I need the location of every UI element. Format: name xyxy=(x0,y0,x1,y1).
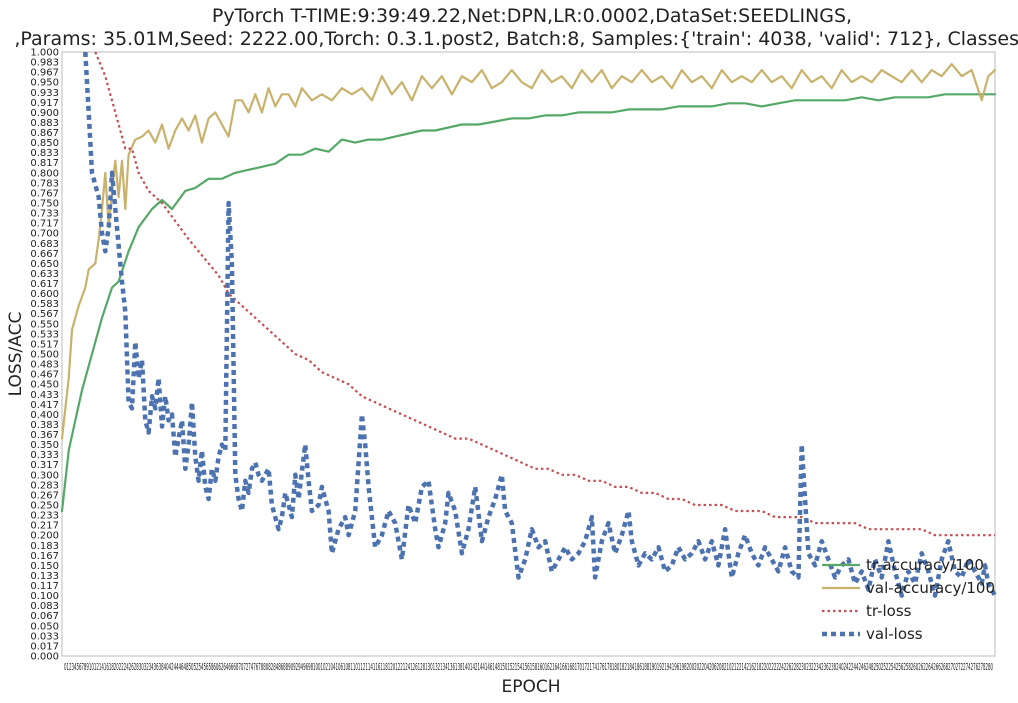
y-tick-label: 0.050 xyxy=(30,621,59,632)
y-tick-label: 0.217 xyxy=(30,521,59,532)
y-tick-label: 0.650 xyxy=(30,259,59,270)
y-tick-label: 0.433 xyxy=(30,390,59,401)
y-tick-label: 0.483 xyxy=(30,360,59,371)
chart-title-line-1: PyTorch T-TIME:9:39:49.22,Net:DPN,LR:0.0… xyxy=(212,5,852,27)
y-tick-label: 0.150 xyxy=(30,561,59,572)
y-tick-label: 0.167 xyxy=(30,551,59,562)
y-tick-label: 0.083 xyxy=(30,601,59,612)
series-line-val-accuracy-100 xyxy=(60,62,997,440)
y-tick-label: 0.833 xyxy=(30,148,59,159)
y-axis-label: LOSS/ACC xyxy=(6,312,26,397)
y-tick-label: 0.767 xyxy=(30,188,59,199)
series-line-val-loss xyxy=(83,51,997,598)
y-tick-label: 0.533 xyxy=(30,329,59,340)
legend-label: tr-accuracy/100 xyxy=(866,556,984,574)
legend-label: val-accuracy/100 xyxy=(866,579,995,597)
y-tick-label: 0.000 xyxy=(30,652,59,663)
y-tick-label: 0.967 xyxy=(30,68,59,79)
y-axis-ticks: 0.0000.0170.0330.0500.0670.0830.1000.117… xyxy=(30,48,59,663)
y-tick-label: 0.300 xyxy=(30,470,59,481)
y-tick-label: 0.100 xyxy=(30,591,59,602)
y-tick-label: 0.267 xyxy=(30,490,59,501)
y-tick-label: 0.683 xyxy=(30,239,59,250)
y-tick-label: 0.517 xyxy=(30,339,59,350)
series-line-tr-loss xyxy=(94,51,995,537)
y-tick-label: 0.733 xyxy=(30,209,59,220)
y-tick-label: 0.867 xyxy=(30,128,59,139)
y-tick-label: 0.233 xyxy=(30,511,59,522)
y-tick-label: 0.017 xyxy=(30,641,59,652)
y-tick-label: 0.133 xyxy=(30,571,59,582)
y-tick-label: 0.067 xyxy=(30,611,59,622)
y-tick-label: 0.900 xyxy=(30,108,59,119)
y-tick-label: 0.633 xyxy=(30,269,59,280)
y-tick-label: 0.667 xyxy=(30,249,59,260)
y-tick-label: 0.600 xyxy=(30,289,59,300)
y-tick-label: 0.717 xyxy=(30,219,59,230)
y-tick-label: 0.550 xyxy=(30,319,59,330)
y-tick-label: 0.283 xyxy=(30,480,59,491)
x-axis-tick-labels: 0123456789101214161820222426283032343638… xyxy=(64,662,993,673)
y-tick-label: 0.400 xyxy=(30,410,59,421)
series-lines xyxy=(60,51,997,598)
y-tick-label: 0.317 xyxy=(30,460,59,471)
y-tick-label: 0.700 xyxy=(30,229,59,240)
y-tick-label: 0.467 xyxy=(30,370,59,381)
y-tick-label: 0.500 xyxy=(30,350,59,361)
y-tick-label: 0.933 xyxy=(30,88,59,99)
y-tick-label: 0.383 xyxy=(30,420,59,431)
y-tick-label: 0.117 xyxy=(30,581,59,592)
plot-area xyxy=(61,51,996,657)
y-tick-label: 0.983 xyxy=(30,58,59,69)
y-tick-label: 0.200 xyxy=(30,531,59,542)
y-tick-label: 1.000 xyxy=(30,48,59,59)
legend-label: val-loss xyxy=(866,625,923,643)
x-axis-label: EPOCH xyxy=(501,677,560,697)
y-tick-label: 0.350 xyxy=(30,440,59,451)
chart-legend: tr-accuracy/100 val-accuracy/100 tr-loss va… xyxy=(822,556,995,643)
y-tick-label: 0.917 xyxy=(30,98,59,109)
y-tick-label: 0.417 xyxy=(30,400,59,411)
y-tick-label: 0.183 xyxy=(30,541,59,552)
y-tick-label: 0.850 xyxy=(30,138,59,149)
y-tick-label: 0.367 xyxy=(30,430,59,441)
y-tick-label: 0.450 xyxy=(30,380,59,391)
y-tick-label: 0.583 xyxy=(30,299,59,310)
y-tick-label: 0.750 xyxy=(30,199,59,210)
y-tick-label: 0.033 xyxy=(30,631,59,642)
y-tick-label: 0.800 xyxy=(30,168,59,179)
y-tick-label: 0.617 xyxy=(30,279,59,290)
y-tick-label: 0.250 xyxy=(30,501,59,512)
y-tick-label: 0.883 xyxy=(30,118,59,129)
y-tick-label: 0.333 xyxy=(30,450,59,461)
y-tick-label: 0.567 xyxy=(30,309,59,320)
y-tick-label: 0.783 xyxy=(30,178,59,189)
y-tick-label: 0.950 xyxy=(30,78,59,89)
legend-label: tr-loss xyxy=(866,602,912,620)
chart-title-line-2: ,Params: 35.01M,Seed: 2222.00,Torch: 0.3… xyxy=(14,28,1018,50)
series-line-tr-accuracy-100 xyxy=(60,93,997,513)
y-tick-label: 0.817 xyxy=(30,158,59,169)
